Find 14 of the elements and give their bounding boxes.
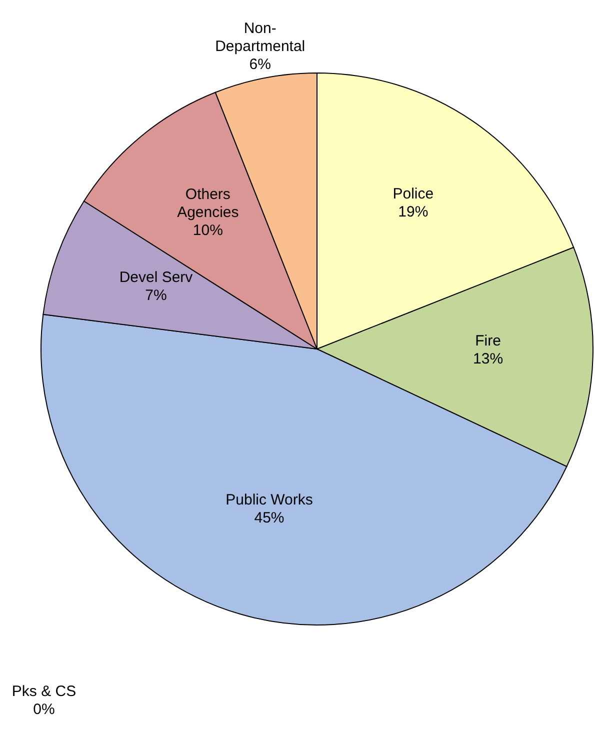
data-label: 6%	[249, 56, 271, 73]
slice-label: Fire	[475, 332, 501, 350]
slice-label: Public Works	[226, 491, 313, 508]
text: 0%	[33, 701, 55, 718]
slice-label: Non-Departmental	[215, 20, 306, 55]
data-label: 45%	[254, 509, 284, 526]
slice-label: Others Agencies	[177, 186, 239, 222]
data-label: 19%	[398, 203, 428, 220]
data-label: 13%	[473, 350, 504, 368]
data-label: 10%	[192, 222, 223, 240]
slice-label: Police	[392, 185, 434, 202]
category-label: Pks & CS	[12, 683, 76, 700]
slice-label: Devel Serv	[119, 269, 194, 286]
data-label: 7%	[145, 287, 167, 304]
